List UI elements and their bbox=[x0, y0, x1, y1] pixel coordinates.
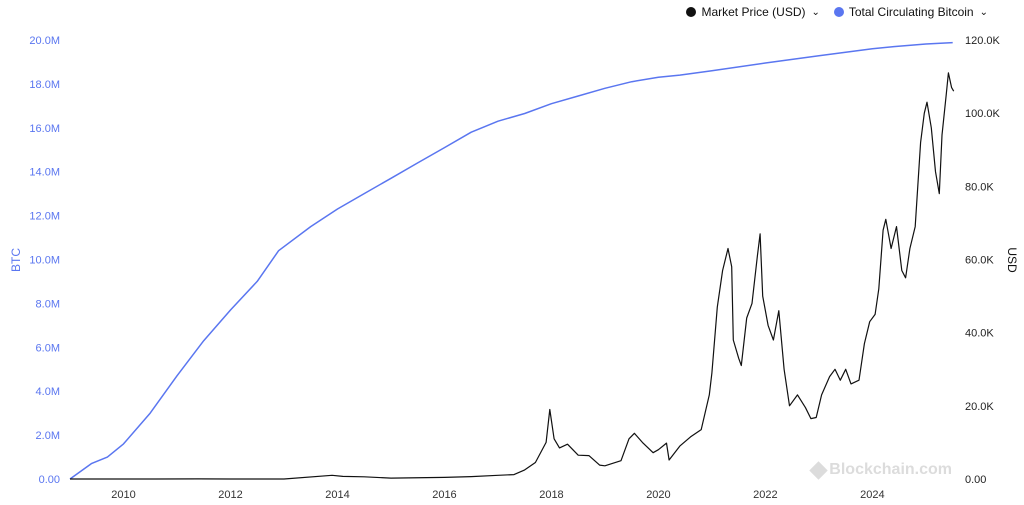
left-tick-label: 4.0M bbox=[36, 386, 60, 398]
left-axis-label: BTC bbox=[9, 248, 23, 272]
x-tick-label: 2016 bbox=[432, 489, 456, 501]
left-tick-label: 14.0M bbox=[29, 167, 60, 179]
legend-label-market-price: Market Price (USD) bbox=[701, 5, 806, 19]
market-price-line bbox=[70, 72, 955, 480]
legend-item-circulating-bitcoin[interactable]: Total Circulating Bitcoin ⌄ bbox=[833, 5, 988, 19]
x-tick-label: 2020 bbox=[646, 489, 670, 501]
x-tick-label: 2022 bbox=[753, 489, 777, 501]
right-tick-label: 80.0K bbox=[965, 181, 994, 193]
x-tick-label: 2018 bbox=[539, 489, 563, 501]
chevron-down-icon: ⌄ bbox=[979, 6, 988, 18]
blockchain-logo-icon bbox=[809, 460, 828, 480]
x-tick-label: 2012 bbox=[218, 489, 242, 501]
legend-label-circulating-bitcoin: Total Circulating Bitcoin bbox=[848, 5, 974, 19]
circulating-bitcoin-dot-icon bbox=[833, 7, 844, 17]
right-tick-label: 0.00 bbox=[965, 474, 986, 486]
left-tick-label: 6.0M bbox=[36, 342, 60, 354]
left-tick-label: 16.0M bbox=[29, 123, 60, 135]
left-tick-label: 8.0M bbox=[36, 298, 60, 310]
legend-item-market-price[interactable]: Market Price (USD) ⌄ bbox=[686, 5, 820, 19]
left-tick-label: 20.0M bbox=[29, 35, 60, 47]
x-axis-ticks: 2010 2012 2014 2016 2018 2020 2022 2024 bbox=[111, 489, 884, 501]
right-axis-label: USD bbox=[1005, 247, 1019, 273]
watermark: Blockchain.com bbox=[809, 460, 952, 480]
chevron-down-icon: ⌄ bbox=[811, 6, 820, 18]
right-tick-label: 100.0K bbox=[965, 108, 1001, 120]
left-axis-ticks: 0.00 2.0M 4.0M 6.0M 8.0M 10.0M 12.0M 14.0M 16.0M… bbox=[29, 35, 60, 486]
chart-legend: Market Price (USD) ⌄ Total Circulating B… bbox=[686, 5, 988, 19]
left-tick-label: 12.0M bbox=[29, 211, 60, 223]
x-tick-label: 2024 bbox=[860, 489, 884, 501]
x-tick-label: 2014 bbox=[325, 489, 349, 501]
circulating-bitcoin-line bbox=[69, 41, 953, 480]
series-lines bbox=[69, 41, 955, 480]
right-tick-label: 120.0K bbox=[965, 35, 1001, 47]
right-tick-label: 20.0K bbox=[965, 401, 994, 413]
right-tick-label: 40.0K bbox=[965, 328, 994, 340]
left-tick-label: 2.0M bbox=[36, 430, 60, 442]
x-tick-label: 2010 bbox=[111, 489, 135, 501]
right-axis-ticks: 0.00 20.0K 40.0K 60.0K 80.0K 100.0K 120.0K bbox=[965, 35, 1001, 486]
watermark-text: Blockchain.com bbox=[829, 461, 952, 478]
market-price-dot-icon bbox=[686, 7, 697, 17]
left-tick-label: 18.0M bbox=[29, 79, 60, 91]
left-tick-label: 10.0M bbox=[29, 255, 60, 267]
right-tick-label: 60.0K bbox=[965, 255, 994, 267]
left-tick-label: 0.00 bbox=[39, 474, 60, 486]
